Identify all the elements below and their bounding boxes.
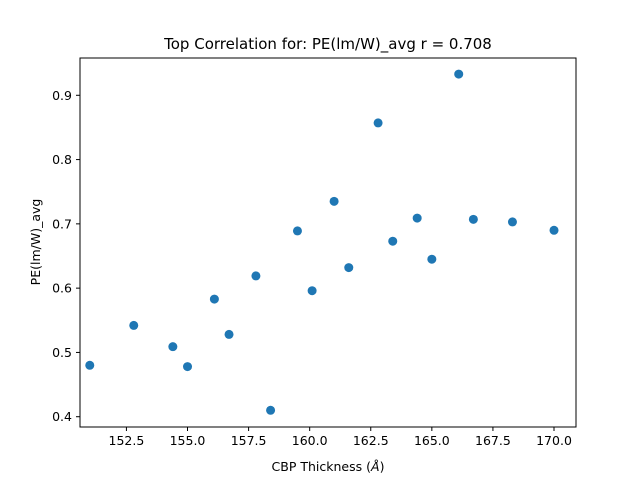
x-tick-label: 155.0 — [170, 433, 206, 448]
x-tick-label: 170.0 — [536, 433, 572, 448]
chart-title: Top Correlation for: PE(lm/W)_avg r = 0.… — [163, 35, 492, 54]
x-tick-label: 165.0 — [414, 433, 450, 448]
x-axis-label: CBP Thickness (Å) — [272, 459, 385, 474]
data-point-4 — [183, 362, 193, 372]
y-tick-label: 0.4 — [52, 409, 72, 424]
x-tick-label: 162.5 — [353, 433, 389, 448]
data-point-6 — [224, 329, 234, 339]
data-point-19 — [507, 217, 517, 227]
x-tick-label: 152.5 — [109, 433, 145, 448]
x-tick-label: 160.0 — [292, 433, 328, 448]
data-point-12 — [344, 263, 354, 273]
y-tick-label: 0.5 — [52, 345, 72, 360]
data-point-5 — [209, 294, 219, 304]
x-ticks: 152.5 155.0 157.5 160.0 162.5 165.0 167.5 170.0 — [109, 427, 572, 448]
y-tick-label: 0.6 — [52, 281, 72, 296]
data-point-8 — [266, 405, 276, 415]
y-tick-label: 0.7 — [52, 216, 72, 231]
x-tick-label: 167.5 — [475, 433, 511, 448]
points-layer — [85, 69, 559, 415]
axes-frame — [79, 57, 577, 428]
data-point-1 — [85, 360, 95, 370]
data-point-7 — [251, 271, 261, 281]
data-point-15 — [412, 213, 422, 223]
data-point-10 — [307, 286, 317, 296]
data-point-14 — [388, 236, 398, 246]
data-point-9 — [292, 226, 302, 236]
y-ticks: 0.4 0.5 0.6 0.7 0.8 0.9 — [52, 88, 80, 424]
data-point-18 — [468, 214, 478, 224]
data-point-11 — [329, 196, 339, 206]
data-point-16 — [427, 254, 437, 264]
data-point-17 — [454, 69, 464, 79]
data-point-20 — [549, 225, 559, 235]
y-axis-label: PE(lm/W)_avg — [28, 199, 43, 286]
x-tick-label: 157.5 — [231, 433, 267, 448]
data-point-13 — [373, 118, 383, 128]
data-point-3 — [168, 342, 178, 352]
y-tick-label: 0.9 — [52, 88, 72, 103]
data-point-2 — [129, 320, 139, 330]
y-tick-label: 0.8 — [52, 152, 72, 167]
